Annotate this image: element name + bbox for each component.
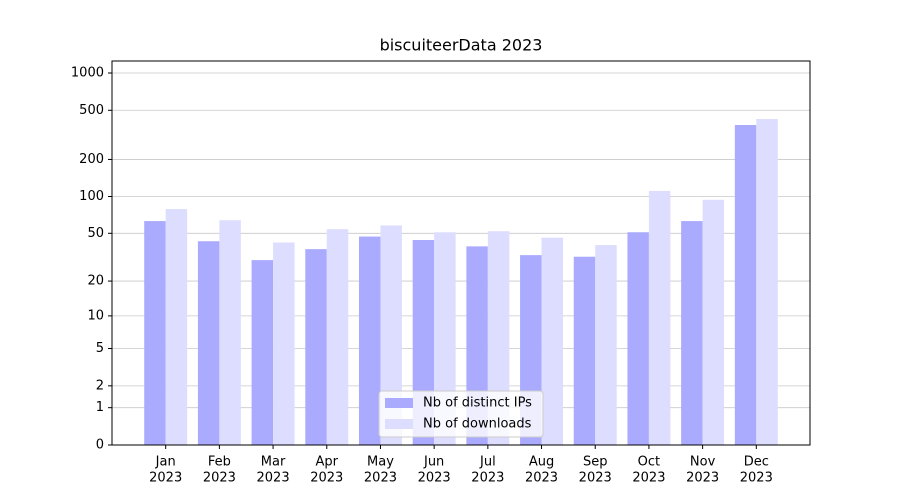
legend-label: Nb of distinct IPs bbox=[423, 396, 532, 411]
bar bbox=[756, 119, 778, 446]
y-tick-label: 200 bbox=[79, 152, 104, 167]
bar bbox=[627, 232, 649, 445]
bar bbox=[326, 229, 349, 445]
legend-label: Nb of downloads bbox=[423, 417, 532, 432]
x-tick-label: 2023 bbox=[257, 471, 290, 486]
x-tick-label: 2023 bbox=[203, 471, 236, 486]
x-tick-label: 2023 bbox=[632, 471, 665, 486]
x-tick-label: Mar bbox=[261, 455, 286, 470]
bar bbox=[165, 209, 188, 445]
bar bbox=[380, 225, 402, 445]
bar bbox=[273, 242, 295, 445]
y-tick-label: 5 bbox=[96, 341, 104, 356]
bar bbox=[541, 237, 564, 445]
x-tick-label: Aug bbox=[529, 455, 554, 470]
plot-frame bbox=[111, 60, 811, 446]
bar bbox=[595, 245, 617, 445]
x-tick-label: May bbox=[367, 455, 394, 470]
bar bbox=[734, 125, 757, 445]
x-tick-label: 2023 bbox=[740, 471, 773, 486]
bar bbox=[144, 221, 166, 445]
x-tick-label: 2023 bbox=[364, 471, 397, 486]
bar bbox=[573, 256, 596, 445]
x-tick-label: 2023 bbox=[525, 471, 558, 486]
y-tick-label: 100 bbox=[79, 189, 104, 204]
y-tick-label: 20 bbox=[87, 274, 104, 289]
bar bbox=[681, 221, 703, 445]
chart-title: biscuiteerData 2023 bbox=[380, 36, 543, 55]
y-tick-label: 10 bbox=[87, 308, 104, 323]
x-tick-label: 2023 bbox=[310, 471, 343, 486]
legend-swatch bbox=[385, 398, 413, 408]
legend-swatch bbox=[385, 419, 413, 429]
y-tick-label: 500 bbox=[79, 103, 104, 118]
x-tick-label: Dec bbox=[744, 455, 769, 470]
x-tick-label: Feb bbox=[208, 455, 231, 470]
y-tick-label: 1000 bbox=[71, 66, 104, 81]
bar bbox=[358, 236, 381, 445]
x-tick-label: Jul bbox=[479, 455, 496, 470]
bar bbox=[702, 199, 725, 445]
bar bbox=[251, 260, 274, 445]
x-tick-label: Nov bbox=[690, 455, 716, 470]
bar bbox=[219, 220, 241, 445]
x-tick-label: 2023 bbox=[418, 471, 451, 486]
x-tick-label: 2023 bbox=[686, 471, 719, 486]
x-tick-label: Apr bbox=[316, 455, 339, 470]
bar bbox=[648, 190, 671, 445]
y-tick-label: 2 bbox=[96, 378, 104, 393]
x-tick-label: 2023 bbox=[579, 471, 612, 486]
x-tick-label: Oct bbox=[638, 455, 660, 470]
y-tick-label: 0 bbox=[96, 438, 104, 453]
x-tick-label: Sep bbox=[583, 455, 608, 470]
x-tick-label: 2023 bbox=[471, 471, 504, 486]
x-tick-label: Jun bbox=[423, 455, 444, 470]
x-tick-label: 2023 bbox=[149, 471, 182, 486]
y-tick-label: 50 bbox=[87, 226, 104, 241]
bar bbox=[305, 249, 327, 445]
x-tick-label: Jan bbox=[155, 455, 176, 470]
y-tick-label: 1 bbox=[96, 400, 104, 415]
bar bbox=[197, 241, 220, 445]
legend-box bbox=[378, 390, 544, 438]
